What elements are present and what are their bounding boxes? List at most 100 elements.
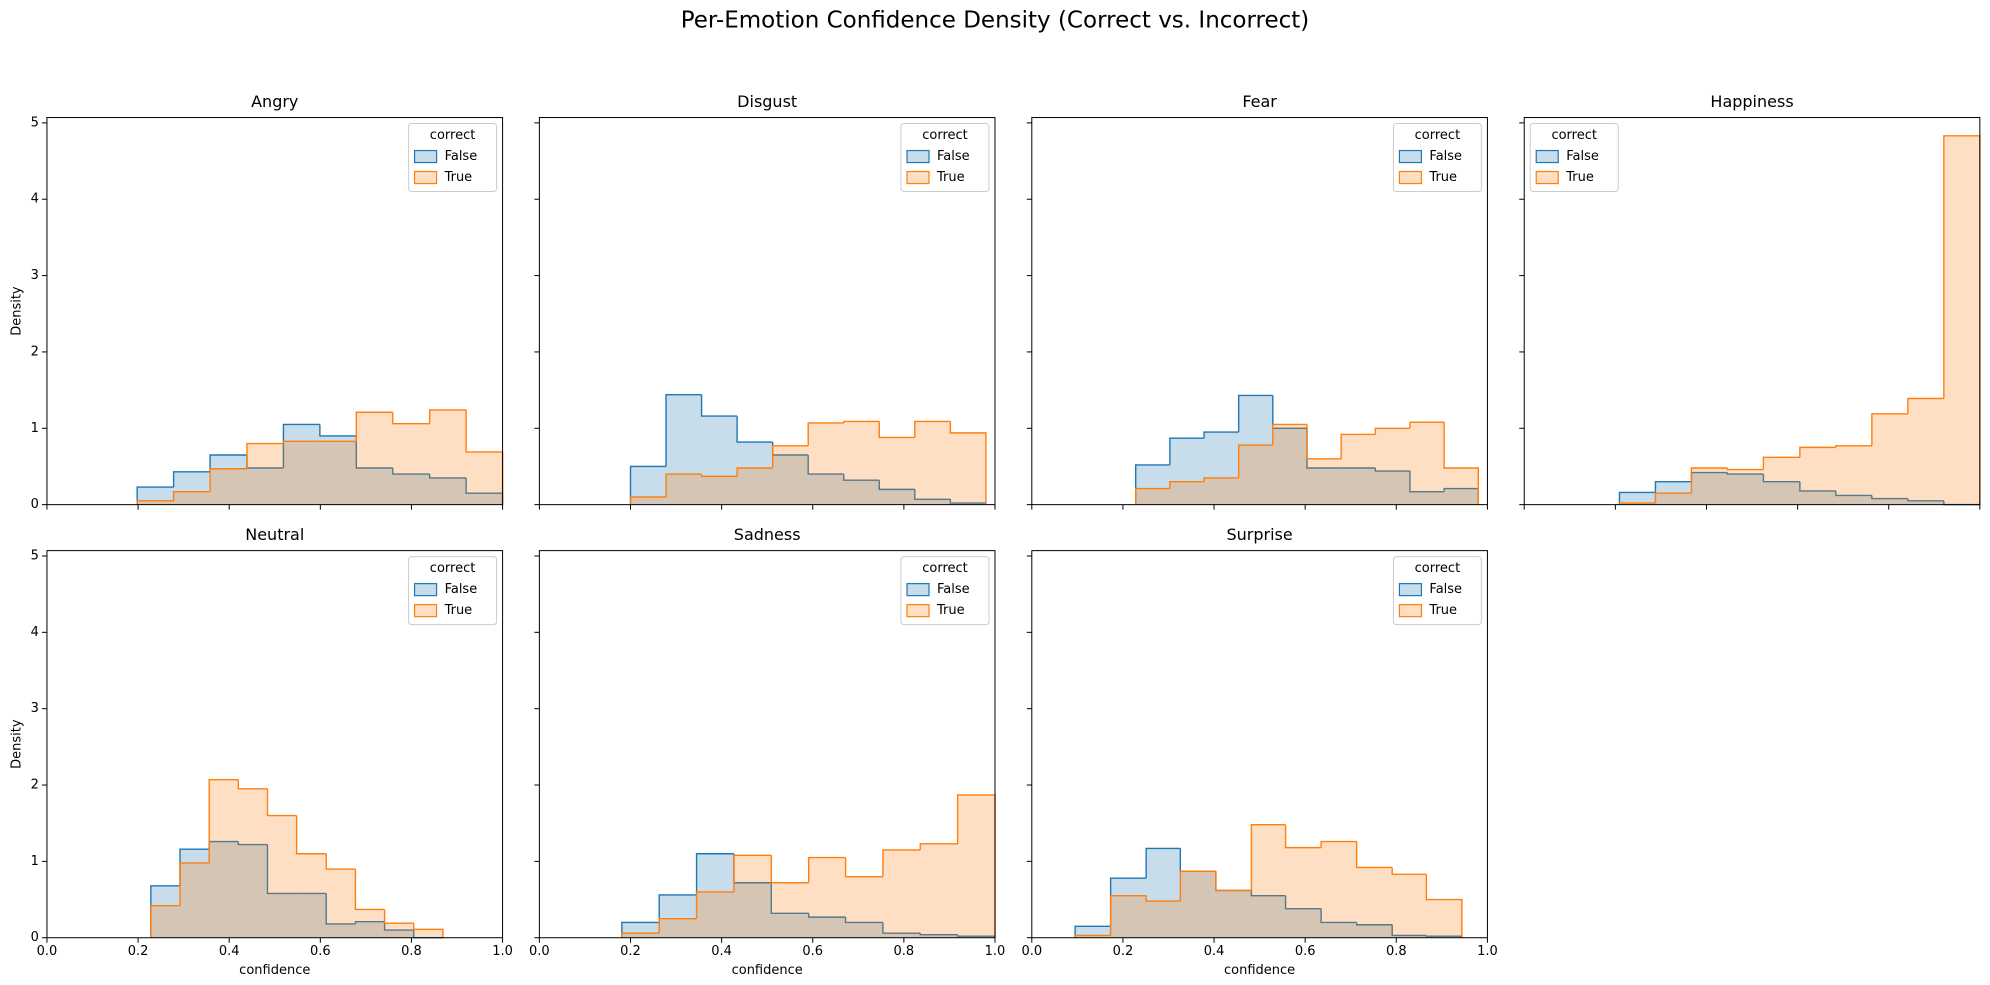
hist-step [136,486,174,505]
hist-bar [1691,467,1728,505]
hist-bar [808,422,844,505]
hist-bar [1392,874,1427,938]
hist-bar [384,930,414,938]
hist-bar [1135,488,1170,505]
hist-step [658,894,697,923]
hist-bar [179,849,210,938]
hist-step [1320,908,1357,924]
hist-step [1284,895,1322,910]
hist-bar [666,394,702,505]
hist-bar [1871,413,1908,505]
hist-bar [296,853,327,938]
hist-step [1179,848,1216,873]
legend-title: correct [922,561,968,576]
x-tick-label: 0.4 [1204,944,1225,959]
legend-swatch [906,170,930,185]
hist-bar [630,497,667,505]
figure-title: Per-Emotion Confidence Density (Correct … [681,8,1310,34]
axes-frame [538,550,996,939]
hist-step [1690,467,1728,494]
hist-step [844,857,883,878]
hist-bar [238,844,268,938]
hist-bar [1215,890,1252,938]
hist-step [919,843,958,850]
hist-bar [1943,135,1980,505]
hist-bar [1356,867,1393,938]
hist-bar [845,876,883,938]
hist-step [1835,445,1872,448]
hist-step [844,917,883,924]
hist-step [392,412,430,425]
hist-bar [1135,464,1170,505]
hist-bar [1835,445,1872,505]
x-axis-label: confidence [732,963,803,978]
legend-label: True [1565,170,1594,185]
hist-bar [150,885,180,938]
hist-step [1237,394,1273,433]
hist-bar [914,421,951,505]
hist-step [665,393,702,467]
hist-bar [1146,848,1181,938]
hist-bar [1356,924,1393,938]
hist-step [1391,924,1427,937]
hist-step [658,917,697,934]
hist-step [1355,841,1393,869]
y-tick-label: 2 [31,778,39,793]
hist-step [736,467,773,477]
hist-bar [1619,492,1656,505]
legend-label: False [1429,582,1462,597]
hist-bar [355,909,385,938]
hist-bar [267,893,297,938]
hist-step [882,922,921,934]
hist-bar [737,467,773,505]
hist-bar [1619,503,1656,505]
x-tick-label: 1.0 [1477,944,1498,959]
hist-bar [920,843,958,938]
y-tick-label: 0 [31,930,39,945]
hist-bar [843,480,880,505]
hist-bar [733,882,772,938]
x-tick-label: 0.8 [401,944,422,959]
hist-bar [1285,847,1322,938]
hist-step [919,933,958,936]
hist-step [1871,495,1908,500]
y-tick-label: 5 [31,548,39,563]
hist-bar [355,921,385,938]
hist-step [179,862,210,906]
hist-bar [696,853,734,938]
hist-bar [267,815,297,938]
hist-bar [1306,458,1342,505]
hist-step [428,474,467,479]
hist-bar [1426,936,1462,938]
subplot: 0.0 0.2 0.4 0.6 0.8 1.0 Surprise confidence corr… [1021,525,1497,978]
hist-bar [1251,824,1286,938]
hist-bar [1691,472,1728,505]
hist-bar [1169,438,1205,505]
legend-swatch [413,604,438,618]
hist-bar [808,857,846,938]
hist-step [1726,467,1764,471]
hist-step [1272,423,1307,446]
x-tick-label: 1.0 [492,944,513,959]
legend-swatch [906,583,930,597]
hist-step [770,882,809,914]
hist-bar [771,882,809,938]
y-tick-label: 1 [31,421,39,436]
hist-bar [1444,467,1479,505]
x-tick-label: 0.6 [310,944,331,959]
x-tick-label: 0.4 [219,944,240,959]
legend-label: False [445,582,478,597]
hist-bar [1285,908,1322,938]
hist-step [1907,397,1944,414]
hist-bar [1727,469,1764,505]
legend-label: True [444,603,473,618]
hist-step [1654,481,1692,493]
hist-bar [356,412,393,505]
hist-step [1835,490,1872,497]
hist-step [295,815,327,855]
hist-bar [696,891,734,938]
axes-frame [1031,117,1488,506]
x-tick-label: 0.0 [1021,944,1042,959]
hist-step [383,921,414,931]
y-tick-label: 3 [31,701,39,716]
